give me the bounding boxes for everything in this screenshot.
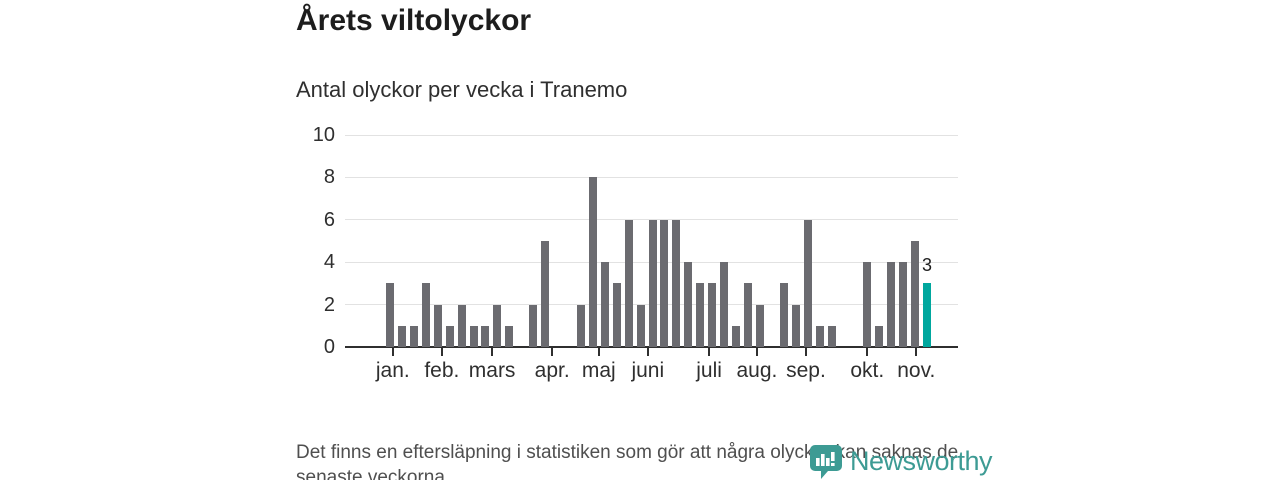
bar-week-29 [720,262,729,347]
bar-week-8 [469,325,478,347]
x-axis-label-feb: feb. [424,359,460,382]
x-axis-tick-sep [804,347,807,356]
bar-week-24 [660,219,669,347]
bar-week-2 [397,325,406,347]
x-axis-tick-feb [440,347,443,356]
bar-week-26 [684,262,693,347]
bar-week-42 [875,325,884,347]
bar-week-23 [648,219,657,347]
bar-week-18 [588,177,597,347]
y-axis-tick-label-4: 4 [323,251,335,274]
x-axis-label-apr: apr. [534,359,570,382]
y-axis-tick-label-8: 8 [323,166,335,189]
bar-week-5 [433,304,442,347]
x-axis-line [345,346,958,348]
bar-week-44 [899,262,908,347]
bar-week-4 [421,283,430,347]
bar-chart-plot-area: 0 2 4 6 8 10 3 jan. feb. mars apr. maj juni juli aug. s… [313,125,958,382]
y-axis-tick-label-0: 0 [323,336,335,358]
bar-week-31 [743,283,752,347]
y-axis-tick-label-2: 2 [323,293,335,316]
bar-week-3 [409,325,418,347]
footnote-line-1: Det finns en eftersläpning i statistiken… [296,442,959,463]
bar-week-36 [803,219,812,347]
footnote: Det finns en eftersläpning i statistiken… [296,440,1016,480]
bar-week-45 [911,241,920,347]
bar-week-41 [863,262,872,347]
x-axis-label-maj: maj [581,359,616,382]
bar-week-20 [612,283,621,347]
x-axis-tick-aug [755,347,758,356]
page-title: Årets viltolyckor [296,4,532,37]
bar-week-14 [541,241,550,347]
highlight-bar-value-label: 3 [921,255,932,276]
newsworthy-pin-barchart-icon [809,444,843,479]
gridline-y-10 [345,134,958,136]
x-axis-tick-apr [551,347,554,356]
bar-week-7 [457,304,466,347]
bar-week-27 [696,283,705,347]
chart-subtitle: Antal olyckor per vecka i Tranemo [296,77,628,102]
bar-week-25 [672,219,681,347]
x-axis-label-juli: juli [696,359,722,382]
x-axis-label-sep: sep. [786,359,826,382]
newsworthy-wordmark: Newsworthy [850,446,993,476]
bar-week-17 [576,304,585,347]
footnote-line-2: senaste veckorna. [296,467,451,480]
bar-week-6 [445,325,454,347]
bar-week-1 [385,283,394,347]
bar-week-46 [922,283,931,347]
x-axis-tick-okt [866,347,869,356]
newsworthy-logo[interactable]: Newsworthy [809,444,993,479]
x-axis-tick-juli [708,347,711,356]
bar-week-21 [624,219,633,347]
x-axis-tick-mars [491,347,494,356]
bar-week-13 [529,304,538,347]
x-axis-tick-juni [646,347,649,356]
x-axis-label-aug: aug. [736,359,778,382]
x-axis-label-nov: nov. [897,359,936,382]
gridline-y-8 [345,176,958,178]
bar-week-22 [636,304,645,347]
bar-week-38 [827,325,836,347]
x-axis-label-juni: juni [631,359,665,382]
y-axis-tick-label-6: 6 [323,208,335,231]
y-axis-tick-label-10: 10 [312,124,335,146]
bar-week-35 [791,304,800,347]
x-axis-label-mars: mars [468,359,516,382]
bar-week-34 [779,283,788,347]
bar-week-32 [755,304,764,347]
x-axis-tick-nov [915,347,918,356]
bar-week-9 [481,325,490,347]
bar-week-28 [708,283,717,347]
bar-week-30 [732,325,741,347]
x-axis-tick-jan [391,347,394,356]
bar-week-10 [493,304,502,347]
x-axis-label-okt: okt. [850,359,885,382]
bar-week-11 [505,325,514,347]
x-axis-tick-maj [597,347,600,356]
x-axis-label-jan: jan. [375,359,410,382]
bar-week-43 [887,262,896,347]
bar-week-19 [600,262,609,347]
bar-week-37 [815,325,824,347]
